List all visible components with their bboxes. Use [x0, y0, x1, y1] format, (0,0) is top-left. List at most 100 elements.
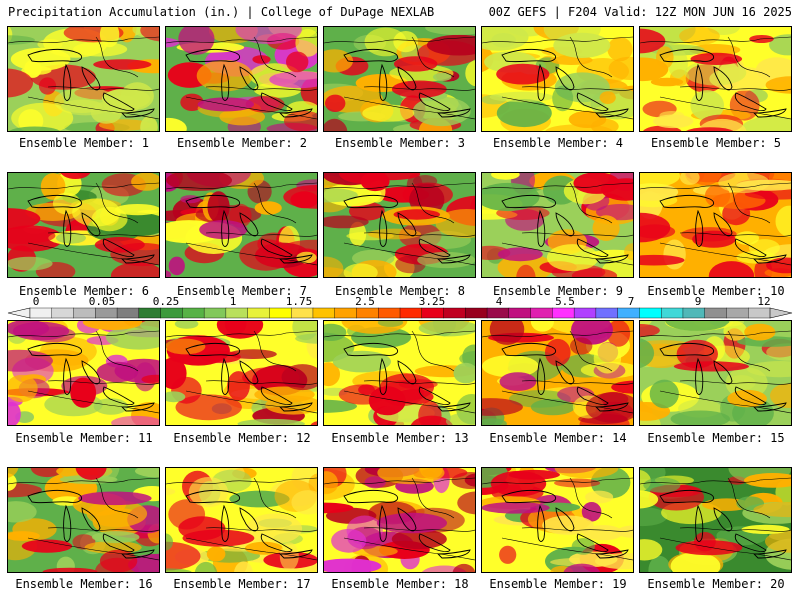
- precip-blob: [8, 374, 38, 403]
- state-border: [659, 390, 791, 414]
- precip-blob: [490, 470, 547, 497]
- precip-blob: [324, 215, 369, 229]
- precip-blob: [656, 46, 674, 69]
- colorbar-tick-label: 0.25: [152, 295, 180, 308]
- state-border: [363, 380, 475, 385]
- precip-blob: [377, 321, 404, 327]
- state-border: [659, 537, 791, 561]
- precip-blob: [753, 502, 791, 518]
- state-border: [324, 36, 475, 44]
- state-border: [659, 242, 791, 266]
- ensemble-member-map: [7, 26, 160, 132]
- state-border: [8, 36, 159, 44]
- ensemble-member-label: Ensemble Member: 3: [334, 136, 466, 150]
- precip-core: [499, 372, 537, 391]
- precip-blob: [60, 173, 91, 179]
- precip-blob: [482, 182, 540, 212]
- precip-blob: [546, 244, 599, 272]
- colorbar-swatch: [160, 307, 183, 319]
- precip-blob: [563, 563, 601, 572]
- precip-blob: [425, 27, 475, 35]
- lake-outline: [27, 342, 82, 357]
- precipitation-field: [482, 27, 633, 131]
- precip-core: [675, 540, 743, 556]
- state-border: [253, 477, 297, 519]
- precip-blob: [765, 530, 791, 553]
- precip-blob: [168, 256, 185, 276]
- precip-blob: [665, 321, 730, 331]
- state-border: [253, 182, 297, 224]
- precip-blob: [224, 321, 247, 335]
- state-border: [324, 330, 475, 338]
- precip-blob: [219, 108, 266, 126]
- ensemble-member-label: Ensemble Member: 9: [492, 284, 624, 298]
- lake-outline: [659, 489, 714, 504]
- lake-outline: [695, 209, 704, 247]
- precip-blob: [648, 555, 671, 572]
- lake-outline: [576, 238, 609, 258]
- ensemble-member-label: Ensemble Member: 6: [18, 284, 150, 298]
- precip-blob: [175, 394, 242, 421]
- state-border: [482, 36, 633, 44]
- state-border: [640, 36, 791, 44]
- state-border: [95, 36, 139, 78]
- precip-blob: [8, 208, 41, 230]
- state-border: [8, 330, 159, 338]
- precip-blob: [234, 561, 253, 572]
- precipitation-field: [482, 173, 633, 277]
- precip-blob: [364, 476, 386, 489]
- precip-blob: [640, 324, 660, 337]
- colorbar-swatch: [225, 307, 249, 319]
- lake-outline: [576, 386, 609, 406]
- precip-core: [496, 63, 550, 85]
- precipitation-field: [8, 321, 159, 425]
- ensemble-member-map: [481, 172, 634, 278]
- lake-outline: [63, 209, 72, 247]
- precip-core: [94, 237, 145, 253]
- precip-blob: [659, 111, 685, 120]
- lake-outline: [752, 549, 787, 559]
- state-border: [95, 477, 139, 519]
- lake-outline: [734, 386, 767, 406]
- state-border: [569, 36, 613, 78]
- colorbar-swatch: [465, 307, 488, 319]
- precip-blob: [553, 32, 611, 58]
- lake-outline: [537, 357, 546, 395]
- precip-blob: [140, 321, 159, 332]
- state-border: [411, 36, 455, 78]
- state-border: [324, 182, 475, 190]
- precip-blob: [482, 27, 529, 51]
- precip-blob: [482, 355, 539, 378]
- state-border: [343, 242, 475, 266]
- precip-blob: [310, 421, 317, 425]
- precip-blob: [640, 28, 666, 54]
- precip-blob: [40, 173, 66, 200]
- precip-blob: [206, 546, 226, 562]
- precip-blob: [649, 379, 679, 409]
- precip-blob: [188, 477, 229, 508]
- ensemble-member-label: Ensemble Member: 1: [18, 136, 150, 150]
- state-border: [343, 537, 475, 561]
- precip-blob: [196, 59, 253, 92]
- precip-core: [78, 491, 152, 506]
- precip-blob: [690, 90, 724, 121]
- state-border: [411, 477, 455, 519]
- lake-outline: [734, 238, 767, 258]
- precip-blob: [593, 342, 622, 374]
- lake-outline: [752, 108, 787, 118]
- precip-blob: [91, 531, 140, 544]
- ensemble-member-label: Ensemble Member: 16: [15, 577, 153, 591]
- precip-blob: [324, 323, 347, 341]
- ensemble-member-label: Ensemble Member: 10: [647, 284, 785, 298]
- state-border: [95, 182, 139, 224]
- lake-outline: [752, 402, 787, 412]
- precip-blob: [607, 37, 633, 62]
- precip-blob: [670, 552, 721, 572]
- lake-outline: [185, 48, 240, 63]
- state-border: [727, 182, 771, 224]
- lake-outline: [659, 48, 714, 63]
- precipitation-field: [482, 468, 633, 572]
- precip-blob: [8, 35, 35, 45]
- precip-blob: [343, 263, 378, 277]
- precipitation-field: [640, 468, 791, 572]
